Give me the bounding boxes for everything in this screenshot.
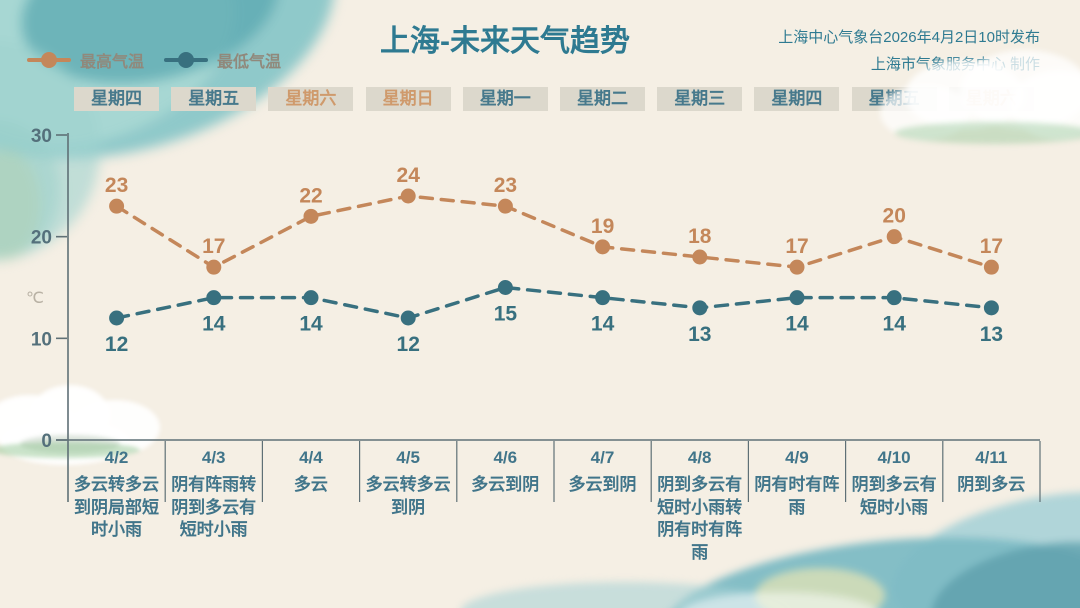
high-temp-line xyxy=(114,194,994,270)
low-temp-point xyxy=(400,310,416,326)
high-temp-point xyxy=(983,259,999,275)
high-temp-value: 18 xyxy=(688,225,712,248)
date-label: 4/3 xyxy=(201,448,226,467)
y-axis-unit-label: ℃ xyxy=(26,290,44,307)
high-temp-value: 17 xyxy=(202,235,225,258)
forecast-column: 4/7 多云到阴 xyxy=(557,448,648,497)
high-temp-point xyxy=(206,259,222,275)
weather-condition: 阴有阵雨转阴到多云有短时小雨 xyxy=(171,475,257,539)
low-temp-value: 14 xyxy=(785,313,809,336)
high-temp-value: 24 xyxy=(397,164,421,187)
date-label: 4/8 xyxy=(687,448,712,467)
weekday-cell: 星期日 xyxy=(365,87,451,111)
forecast-column: 4/9 阴有时有阵雨 xyxy=(751,448,842,519)
date-label: 4/9 xyxy=(785,448,809,467)
publisher-line1: 上海中心气象台2026年4月2日10时发布 xyxy=(778,29,1040,46)
weather-condition: 阴到多云有短时小雨 xyxy=(851,475,937,517)
low-temp-line xyxy=(114,285,994,320)
y-tick-label: 10 xyxy=(31,329,52,350)
low-temp-value: 12 xyxy=(397,333,420,356)
weekday-cell: 星期二 xyxy=(560,87,645,111)
forecast-column: 4/5 多云转多云到阴 xyxy=(363,448,454,519)
low-temp-value: 14 xyxy=(883,313,907,336)
low-temp-value: 14 xyxy=(202,313,226,336)
date-label: 4/10 xyxy=(877,448,911,467)
weather-condition: 阴到多云 xyxy=(957,475,1026,494)
forecast-column: 4/10 阴到多云有短时小雨 xyxy=(849,448,940,519)
low-temp-point xyxy=(303,290,319,306)
weather-condition: 多云转多云到阴 xyxy=(365,475,451,517)
low-temp-value: 12 xyxy=(105,333,128,356)
page-title: 上海-未来天气趋势 xyxy=(380,25,630,58)
date-label: 4/6 xyxy=(493,448,518,467)
weather-condition: 多云到阴 xyxy=(568,475,637,494)
low-temp-point xyxy=(206,290,222,306)
weather-condition: 阴到多云有短时小雨转阴有时有阵雨 xyxy=(657,475,743,562)
high-temp-point xyxy=(789,259,805,275)
high-temp-point xyxy=(400,188,416,204)
high-temp-value: 17 xyxy=(785,235,808,258)
forecast-column: 4/2 多云转多云到阴局部短时小雨 xyxy=(71,448,162,542)
high-temp-point xyxy=(692,249,708,265)
high-temp-value: 17 xyxy=(980,235,1003,258)
low-temp-value: 14 xyxy=(591,313,615,336)
low-temp-point xyxy=(692,300,708,316)
high-temp-point xyxy=(595,239,611,255)
low-temp-point xyxy=(595,290,611,306)
forecast-column: 4/3 阴有阵雨转阴到多云有短时小雨 xyxy=(168,448,259,542)
low-temp-point xyxy=(886,290,902,306)
low-temp-value: 13 xyxy=(688,323,711,346)
date-label: 4/11 xyxy=(975,448,1008,467)
forecast-column: 4/11 阴到多云 xyxy=(946,448,1037,497)
weather-condition: 多云 xyxy=(293,475,328,494)
high-temp-point xyxy=(886,229,902,245)
high-temp-point xyxy=(303,208,319,224)
date-label: 4/7 xyxy=(590,448,615,467)
low-temp-value: 15 xyxy=(494,303,518,326)
date-label: 4/4 xyxy=(299,448,323,467)
weekday-cell: 星期一 xyxy=(462,87,548,111)
low-temp-point xyxy=(983,300,999,316)
high-temp-value: 23 xyxy=(494,174,517,197)
forecast-column: 4/8 阴到多云有短时小雨转阴有时有阵雨 xyxy=(654,448,745,564)
high-temp-value: 20 xyxy=(883,205,906,228)
low-temp-point xyxy=(789,290,805,306)
low-temp-value: 14 xyxy=(299,313,323,336)
high-temp-value: 19 xyxy=(591,215,614,238)
date-label: 4/5 xyxy=(396,448,420,467)
high-temp-point xyxy=(497,198,513,214)
weekday-cell: 星期三 xyxy=(657,87,743,111)
weekday-cell: 星期四 xyxy=(754,87,840,111)
date-label: 4/2 xyxy=(104,448,129,467)
low-temp-value: 13 xyxy=(980,323,1003,346)
weather-condition: 多云转多云到阴局部短时小雨 xyxy=(74,475,159,539)
forecast-column: 4/6 多云到阴 xyxy=(460,448,551,497)
low-temp-point xyxy=(109,310,125,326)
weather-condition: 阴有时有阵雨 xyxy=(754,475,840,517)
low-temp-point xyxy=(497,280,513,295)
weather-condition: 多云到阴 xyxy=(471,475,540,494)
forecast-column: 4/4 多云 xyxy=(265,448,356,497)
